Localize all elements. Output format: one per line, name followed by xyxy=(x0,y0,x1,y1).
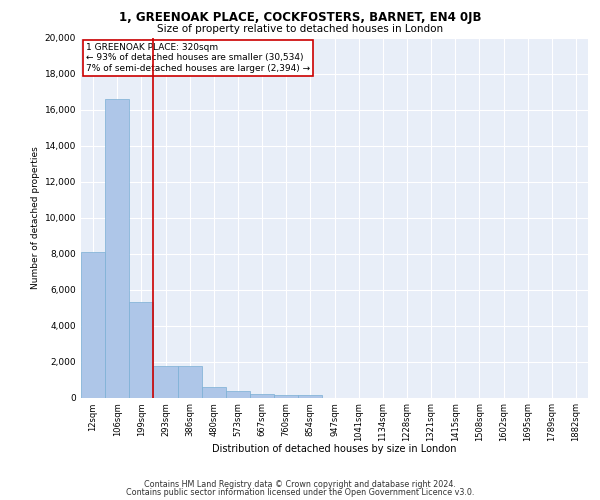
Text: Contains HM Land Registry data © Crown copyright and database right 2024.: Contains HM Land Registry data © Crown c… xyxy=(144,480,456,489)
Text: 1, GREENOAK PLACE, COCKFOSTERS, BARNET, EN4 0JB: 1, GREENOAK PLACE, COCKFOSTERS, BARNET, … xyxy=(119,11,481,24)
Bar xyxy=(154,366,178,398)
Bar xyxy=(105,98,129,398)
Bar xyxy=(81,252,105,398)
Bar xyxy=(178,366,202,398)
Text: Size of property relative to detached houses in London: Size of property relative to detached ho… xyxy=(157,24,443,34)
Y-axis label: Number of detached properties: Number of detached properties xyxy=(31,146,40,289)
Bar xyxy=(202,386,226,398)
Text: Contains public sector information licensed under the Open Government Licence v3: Contains public sector information licen… xyxy=(126,488,474,497)
Text: 1 GREENOAK PLACE: 320sqm
← 93% of detached houses are smaller (30,534)
7% of sem: 1 GREENOAK PLACE: 320sqm ← 93% of detach… xyxy=(86,43,310,72)
Bar xyxy=(274,395,298,398)
Bar xyxy=(250,394,274,398)
Bar xyxy=(129,302,154,398)
X-axis label: Distribution of detached houses by size in London: Distribution of detached houses by size … xyxy=(212,444,457,454)
Bar xyxy=(298,395,322,398)
Bar xyxy=(226,391,250,398)
